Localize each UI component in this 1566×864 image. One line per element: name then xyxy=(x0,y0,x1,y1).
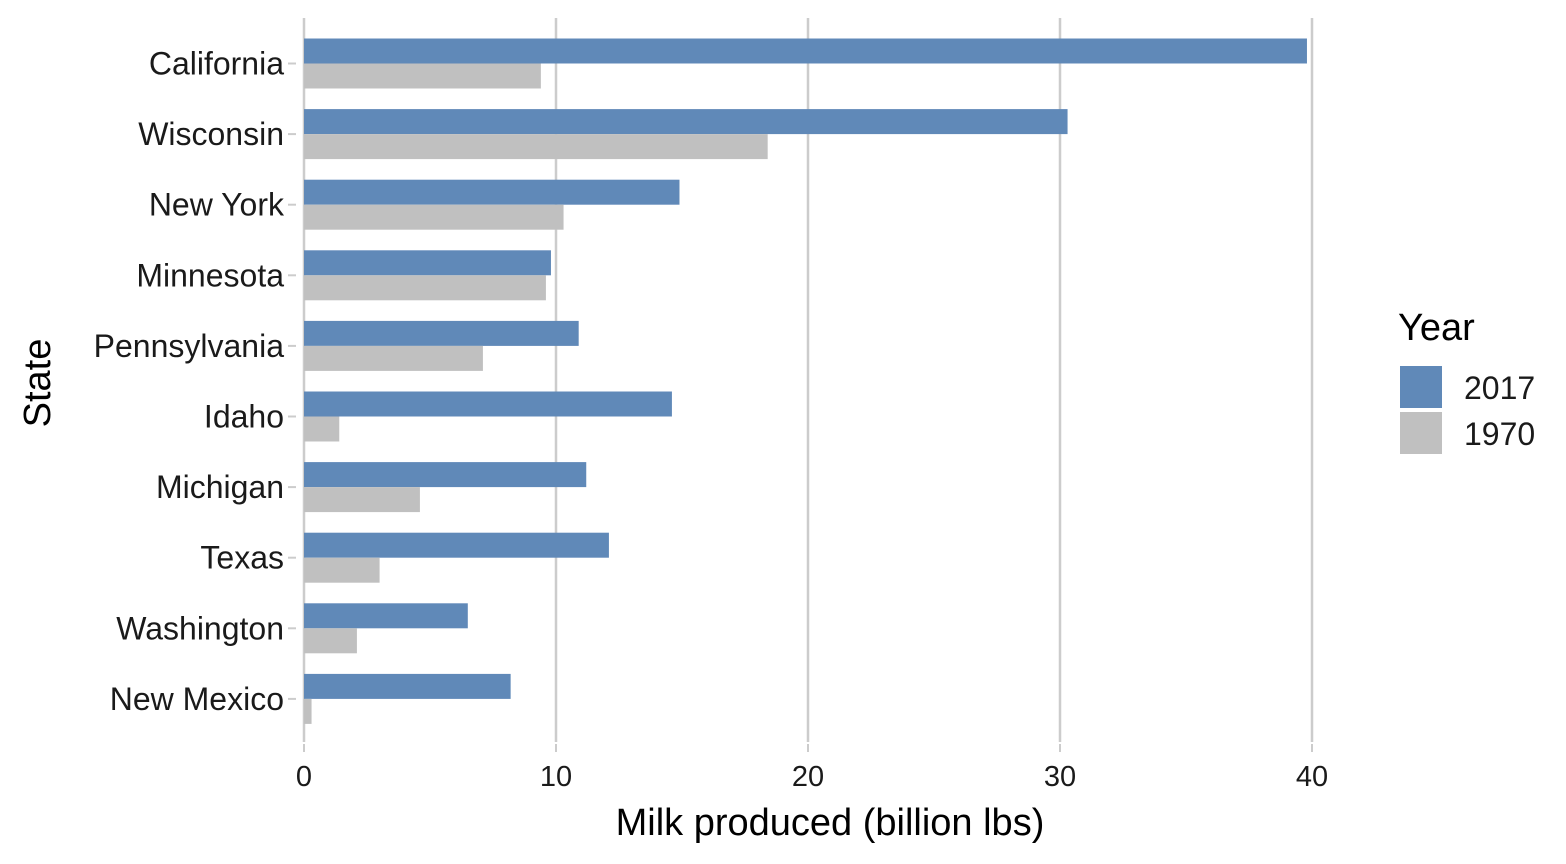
x-tick-label: 40 xyxy=(1296,761,1328,793)
bar-new-mexico-2017 xyxy=(304,673,511,699)
x-axis-tick-labels: 0 10 20 30 40 xyxy=(296,744,1328,793)
x-tick-label: 10 xyxy=(540,761,572,793)
bar-new-york-1970 xyxy=(304,204,564,230)
bar-washington-1970 xyxy=(304,628,357,654)
bar-pennsylvania-2017 xyxy=(304,320,579,346)
y-tick-label: California xyxy=(149,46,284,82)
y-axis-title: State xyxy=(17,339,59,428)
bar-washington-2017 xyxy=(304,603,468,629)
bar-texas-1970 xyxy=(304,557,380,583)
legend-swatch-1970 xyxy=(1400,412,1442,454)
y-tick-label: Pennsylvania xyxy=(94,328,285,364)
legend-title: Year xyxy=(1398,307,1475,349)
y-tick-label: Wisconsin xyxy=(138,116,284,152)
bar-california-2017 xyxy=(304,38,1307,64)
bar-wisconsin-1970 xyxy=(304,134,768,160)
bar-idaho-2017 xyxy=(304,391,672,417)
bar-minnesota-1970 xyxy=(304,275,546,301)
bar-new-york-2017 xyxy=(304,179,680,205)
y-tick-label: Idaho xyxy=(204,399,284,435)
bar-michigan-1970 xyxy=(304,487,420,513)
bar-minnesota-2017 xyxy=(304,250,551,276)
y-tick-label: Texas xyxy=(200,540,284,576)
bar-texas-2017 xyxy=(304,532,609,558)
legend: Year 2017 1970 xyxy=(1398,307,1535,454)
x-tick-label: 0 xyxy=(296,761,312,793)
bar-idaho-1970 xyxy=(304,416,340,442)
y-tick-label: Washington xyxy=(116,610,284,646)
y-tick-label: Michigan xyxy=(156,469,284,505)
bars xyxy=(304,38,1307,724)
y-tick-label: New Mexico xyxy=(110,681,284,717)
bar-california-1970 xyxy=(304,63,541,89)
bar-michigan-2017 xyxy=(304,462,587,488)
x-axis-title: Milk produced (billion lbs) xyxy=(616,802,1045,844)
y-tick-label: New York xyxy=(149,187,285,223)
y-tick-label: Minnesota xyxy=(136,257,284,293)
bar-wisconsin-2017 xyxy=(304,109,1068,135)
x-tick-label: 20 xyxy=(792,761,824,793)
x-tick-label: 30 xyxy=(1044,761,1076,793)
bar-pennsylvania-1970 xyxy=(304,345,483,371)
legend-label-2017: 2017 xyxy=(1464,370,1535,406)
bar-new-mexico-1970 xyxy=(304,698,312,724)
legend-label-1970: 1970 xyxy=(1464,416,1535,452)
y-axis-tick-labels: California Wisconsin New York Minnesota Penn… xyxy=(94,46,296,717)
legend-swatch-2017 xyxy=(1400,366,1442,408)
